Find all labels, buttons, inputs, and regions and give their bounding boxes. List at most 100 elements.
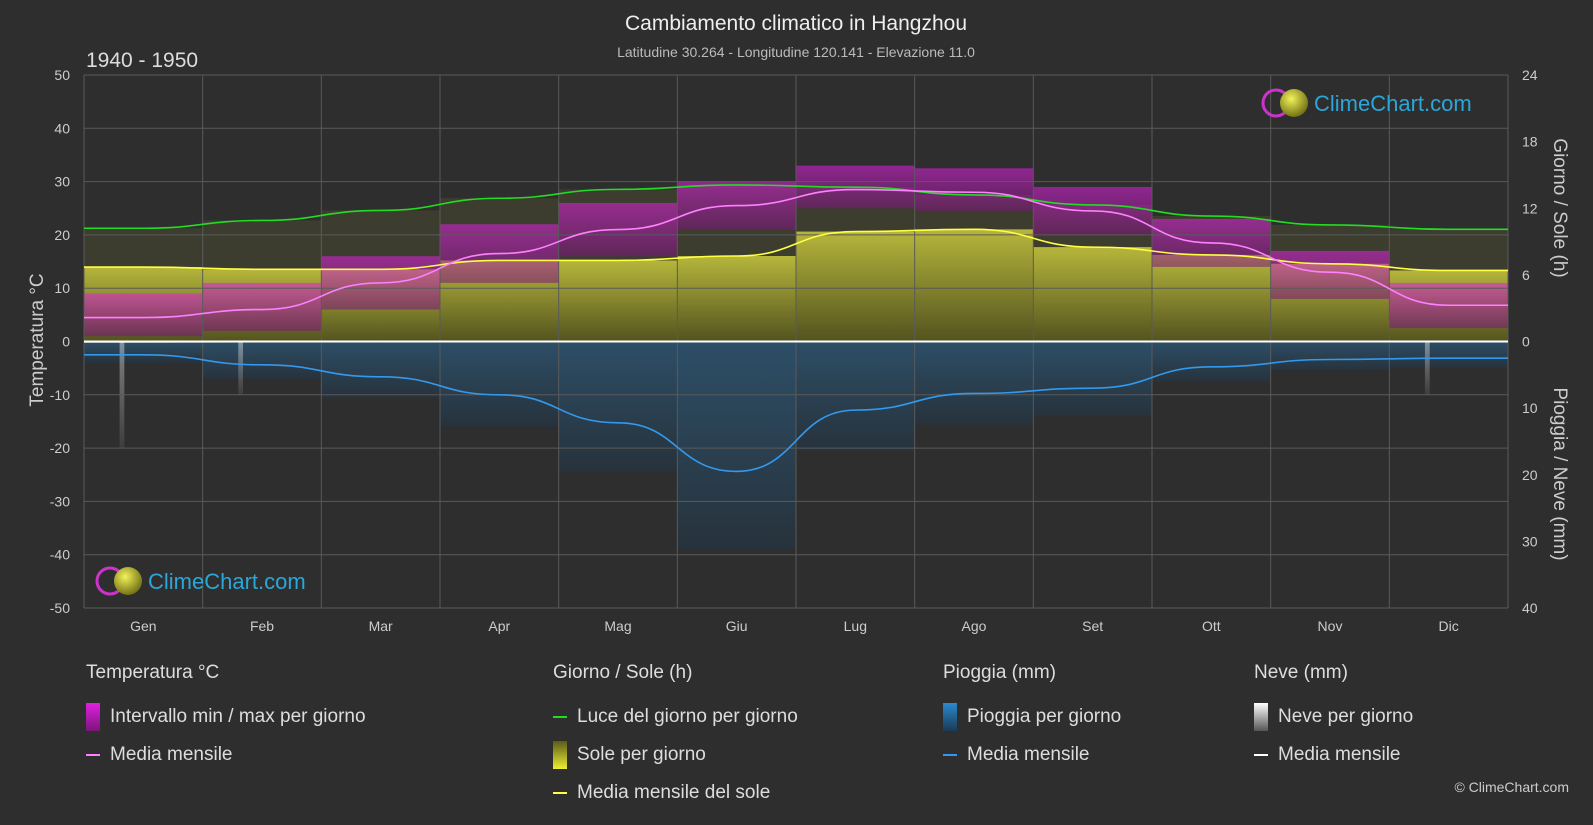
sunshine-bar	[677, 255, 796, 342]
legend-sun-mean: Media mensile del sole	[553, 774, 798, 812]
legend-sunshine: Sole per giorno	[553, 736, 798, 774]
legend-rain-title: Pioggia (mm)	[943, 662, 1056, 683]
y-axis-left-label: Temperatura °C	[27, 273, 48, 406]
x-tick-label: Mag	[604, 618, 631, 634]
logo-bottom: ClimeChart.com	[95, 566, 306, 596]
y-axis-right-bottom-label: Pioggia / Neve (mm)	[1549, 387, 1570, 560]
y-right-bottom-tick: 10	[1522, 400, 1538, 416]
temp-mean-line	[84, 188, 1508, 319]
logo-sun-icon	[114, 567, 142, 595]
rain-bars	[84, 341, 1508, 550]
legend-rain-mean: Media mensile	[943, 736, 1121, 774]
rain-bar	[914, 341, 1034, 425]
legend-daylight: Luce del giorno per giorno	[553, 698, 798, 736]
y-right-bottom-tick: 20	[1522, 467, 1538, 483]
rain-bar	[677, 341, 796, 550]
legend-temp-range: Intervallo min / max per giorno	[86, 698, 366, 736]
sunshine-bar	[914, 229, 1034, 342]
y-right-bottom-tick: 30	[1522, 533, 1538, 549]
legend-rain-mean-label: Media mensile	[967, 744, 1090, 765]
rain-bar	[1152, 341, 1271, 383]
legend-snow-mean-label: Media mensile	[1278, 744, 1401, 765]
logo-text: ClimeChart.com	[1314, 91, 1472, 116]
legend-temp-mean-label: Media mensile	[110, 744, 233, 765]
chart-title: Cambiamento climatico in Hangzhou	[625, 12, 967, 35]
y-left-tick: -50	[50, 600, 70, 616]
sunshine-bar	[1033, 247, 1152, 342]
x-tick-label: Mar	[369, 618, 393, 634]
daylight-line	[84, 184, 1508, 231]
legend-sun-mean-label: Media mensile del sole	[577, 782, 771, 803]
swatch-temp-range	[86, 703, 100, 731]
logo-sun-icon	[1280, 89, 1308, 117]
snow-mean-line	[83, 340, 1508, 343]
copyright: © ClimeChart.com	[1454, 779, 1569, 795]
sunshine-bar	[1152, 254, 1271, 342]
swatch-sunshine	[553, 741, 567, 769]
temp-range-bar	[914, 168, 1034, 211]
chart-subtitle: Latitudine 30.264 - Longitudine 120.141 …	[617, 44, 975, 60]
x-tick-label: Feb	[250, 618, 274, 634]
y-right-top-tick: 6	[1522, 267, 1530, 283]
legend-snow-day: Neve per giorno	[1254, 698, 1413, 736]
y-right-top-tick: 24	[1522, 67, 1538, 83]
swatch-sun-mean	[553, 792, 567, 794]
rain-bar	[321, 341, 440, 398]
swatch-daylight	[553, 716, 567, 718]
swatch-rain-mean	[943, 754, 957, 756]
legend-rain-label: Pioggia per giorno	[967, 706, 1122, 727]
y-left-tick: 50	[54, 67, 70, 83]
rain-bar	[796, 341, 915, 452]
x-tick-label: Ago	[962, 618, 987, 634]
temp-range-bar	[84, 293, 203, 337]
legend-rain: Pioggia (mm) Pioggia per giorno Media me…	[943, 662, 1121, 774]
rain-bar	[558, 341, 678, 472]
y-left-tick: 0	[62, 334, 70, 350]
legend-sunshine-label: Sole per giorno	[577, 744, 706, 765]
snow-bar	[238, 341, 244, 395]
sunshine-bar	[796, 231, 915, 342]
x-tick-label: Giu	[726, 618, 748, 634]
y-left-tick: 30	[54, 174, 70, 190]
legend-snow-mean: Media mensile	[1254, 736, 1413, 774]
rain-mean-line	[84, 354, 1508, 473]
legend-snow-label: Neve per giorno	[1278, 706, 1414, 727]
legend-temperature: Temperatura °C Intervallo min / max per …	[86, 662, 366, 774]
swatch-temp-mean	[86, 754, 100, 756]
legend-temp-range-label: Intervallo min / max per giorno	[110, 706, 366, 727]
x-tick-label: Gen	[130, 618, 156, 634]
swatch-rain	[943, 703, 957, 731]
legend-temp-mean: Media mensile	[86, 736, 366, 774]
y-left-tick: -30	[50, 493, 70, 509]
legend-snow: Neve (mm) Neve per giorno Media mensile	[1254, 662, 1413, 774]
logo-text: ClimeChart.com	[148, 569, 306, 594]
rain-bar	[202, 341, 322, 379]
rain-bar	[1033, 341, 1152, 417]
rain-bar	[1270, 341, 1390, 371]
y-axis-right-top-label: Giorno / Sole (h)	[1549, 138, 1570, 277]
tick-labels: 50 40 30 20 10 0 -10 -20 -30 -40 -50 24 18 12 6 0 10 20 30…	[50, 67, 1538, 634]
y-left-tick: -10	[50, 387, 70, 403]
legend-daylight-label: Luce del giorno per giorno	[577, 706, 798, 727]
sunshine-bar	[558, 260, 678, 342]
legend-rain-day: Pioggia per giorno	[943, 698, 1121, 736]
y-right-top-tick: 18	[1522, 134, 1538, 150]
series-lines	[83, 184, 1508, 473]
y-right-top-tick: 0	[1522, 334, 1530, 350]
sun-mean-line	[84, 228, 1508, 272]
y-right-top-tick: 12	[1522, 200, 1538, 216]
y-left-tick: 20	[54, 227, 70, 243]
rain-bar	[440, 341, 559, 427]
temp-range-bar	[1270, 250, 1390, 299]
x-tick-label: Dic	[1439, 618, 1459, 634]
snow-bar	[1424, 341, 1430, 395]
x-tick-label: Apr	[488, 618, 510, 634]
x-tick-label: Set	[1082, 618, 1103, 634]
rain-bar	[1389, 341, 1508, 369]
swatch-snow-mean	[1254, 754, 1268, 756]
y-left-tick: 10	[54, 280, 70, 296]
legend-sun: Giorno / Sole (h) Luce del giorno per gi…	[553, 662, 798, 812]
y-left-tick: -20	[50, 440, 70, 456]
legend-sun-title: Giorno / Sole (h)	[553, 662, 693, 683]
